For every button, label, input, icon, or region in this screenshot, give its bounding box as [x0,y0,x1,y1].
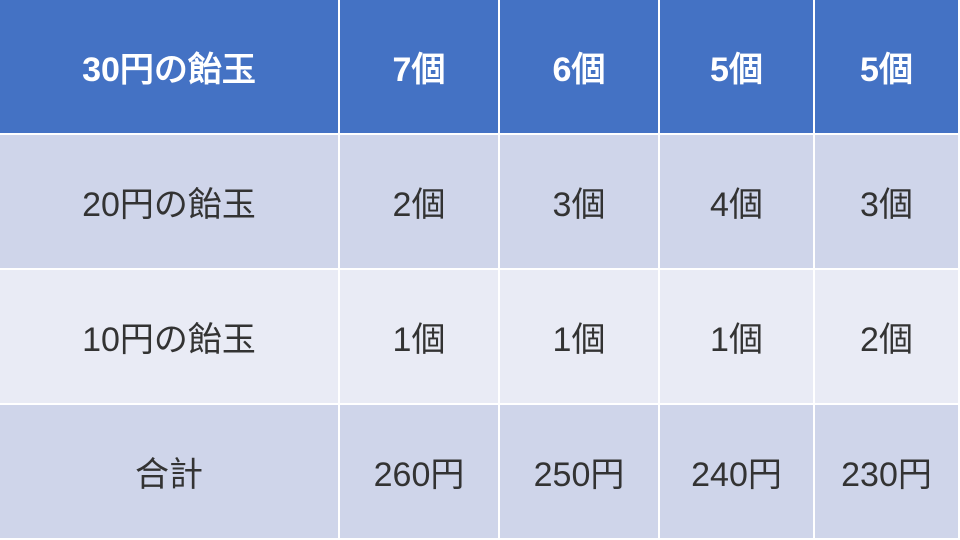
table-row: 合計 260円 250円 240円 230円 [0,405,960,540]
header-cell: 30円の飴玉 [0,0,340,135]
row-label-cell: 10円の飴玉 [0,270,340,405]
table-row: 10円の飴玉 1個 1個 1個 2個 [0,270,960,405]
table-row: 20円の飴玉 2個 3個 4個 3個 [0,135,960,270]
row-label-cell: 合計 [0,405,340,540]
header-cell: 6個 [500,0,660,135]
header-cell: 5個 [660,0,815,135]
data-cell: 260円 [340,405,500,540]
candy-price-table: 30円の飴玉 7個 6個 5個 5個 20円の飴玉 2個 3個 4個 3個 10… [0,0,960,540]
data-cell: 250円 [500,405,660,540]
data-cell: 4個 [660,135,815,270]
header-cell: 7個 [340,0,500,135]
data-cell: 1個 [340,270,500,405]
data-cell: 1個 [660,270,815,405]
data-cell: 2個 [815,270,960,405]
header-cell: 5個 [815,0,960,135]
table-header-row: 30円の飴玉 7個 6個 5個 5個 [0,0,960,135]
data-cell: 2個 [340,135,500,270]
data-cell: 1個 [500,270,660,405]
data-cell: 240円 [660,405,815,540]
row-label-cell: 20円の飴玉 [0,135,340,270]
data-cell: 3個 [500,135,660,270]
data-cell: 230円 [815,405,960,540]
data-cell: 3個 [815,135,960,270]
